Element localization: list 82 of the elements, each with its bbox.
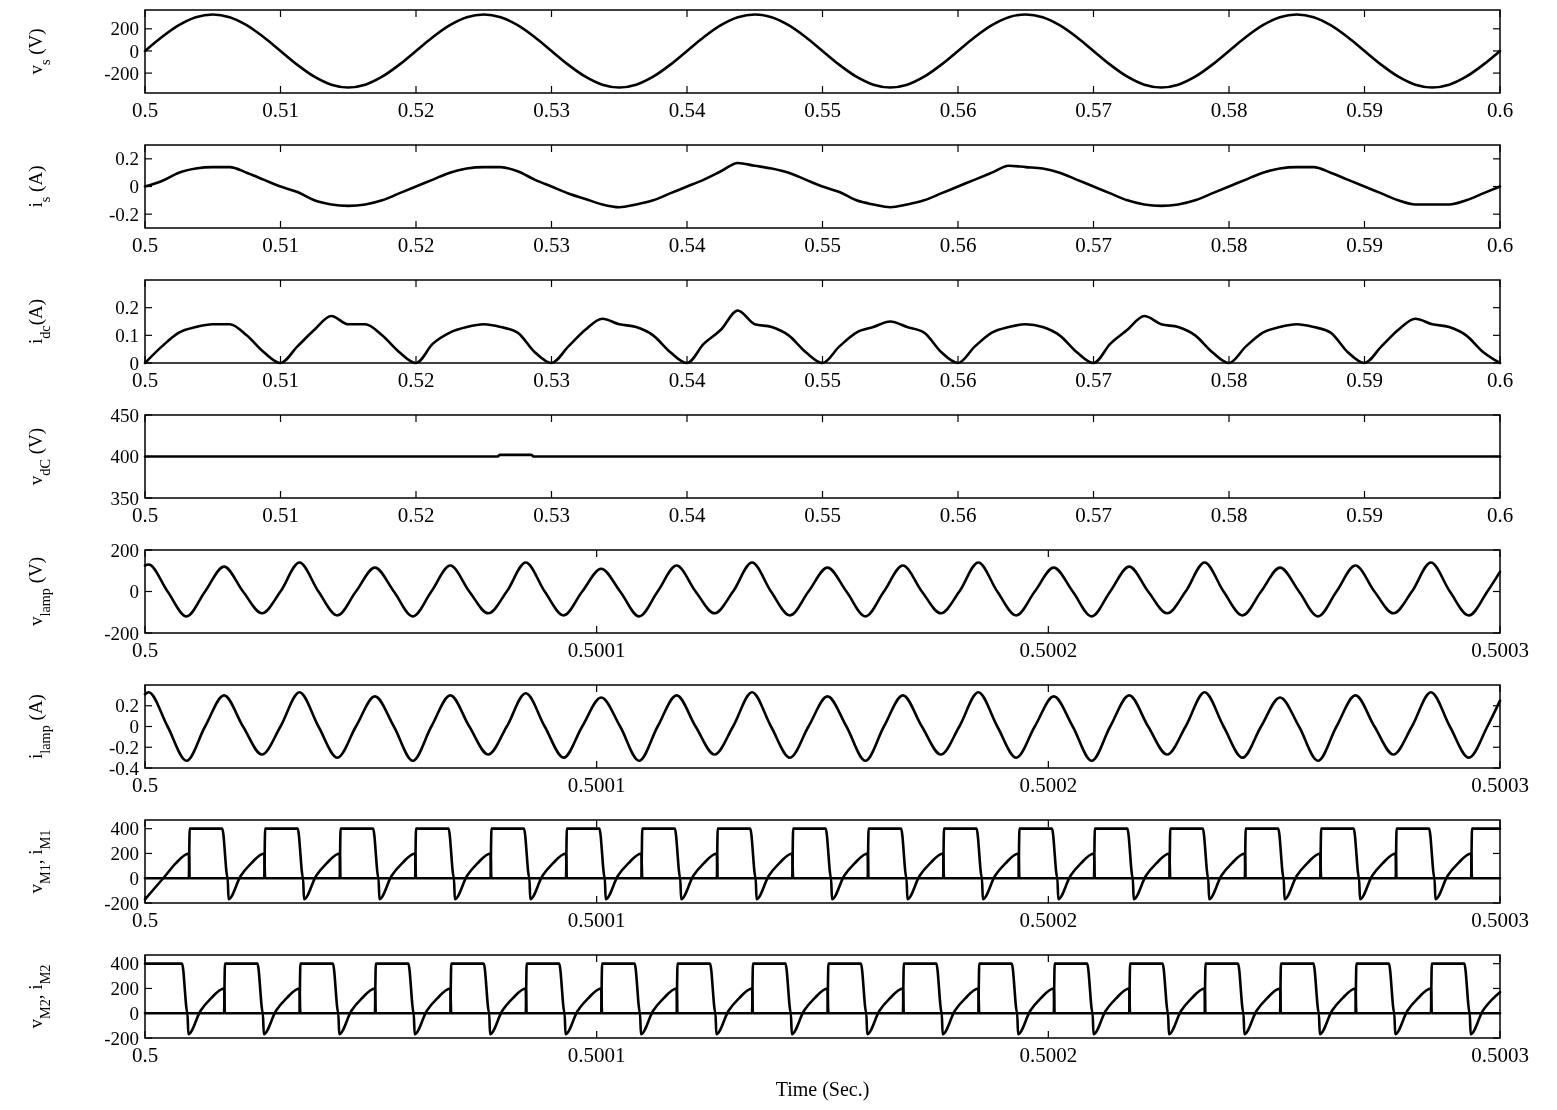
y-tick-label: 0 (129, 867, 139, 889)
x-tick-label: 0.55 (804, 368, 841, 392)
y-tick-label: 200 (110, 843, 139, 865)
x-tick-label: 0.5001 (567, 638, 626, 662)
y-tick-label: 0 (129, 716, 139, 738)
x-tick-label: 0.52 (397, 98, 435, 122)
y-tick-label: 400 (110, 953, 139, 975)
x-tick-label: 0.5002 (1019, 1043, 1078, 1067)
x-tick-label: 0.54 (668, 233, 706, 257)
x-tick-label: 0.51 (262, 233, 299, 257)
y-tick-label: 400 (110, 818, 139, 840)
x-tick-label: 0.6 (1486, 503, 1514, 527)
y-tick-label: 0.2 (115, 297, 139, 319)
x-tick-label: 0.5001 (567, 908, 626, 932)
x-tick-label: 0.5 (131, 98, 159, 122)
y-tick-label: 0 (129, 176, 139, 198)
x-tick-label: 0.58 (1210, 503, 1248, 527)
x-tick-label: 0.52 (397, 503, 435, 527)
x-tick-label: 0.6 (1486, 368, 1514, 392)
x-tick-label: 0.59 (1346, 503, 1383, 527)
x-tick-label: 0.53 (533, 503, 570, 527)
x-tick-label: 0.53 (533, 368, 570, 392)
x-tick-label: 0.55 (804, 98, 841, 122)
x-tick-label: 0.56 (939, 98, 977, 122)
x-tick-label: 0.57 (1075, 368, 1112, 392)
x-tick-label: 0.55 (804, 233, 841, 257)
x-tick-label: 0.54 (668, 98, 706, 122)
y-tick-label: -0.4 (108, 757, 140, 779)
y-tick-label: 350 (110, 487, 139, 509)
x-tick-label: 0.5001 (567, 773, 626, 797)
y-tick-label: 200 (110, 18, 139, 40)
y-tick-label: 200 (110, 978, 139, 1000)
x-tick-label: 0.5002 (1019, 638, 1078, 662)
x-tick-label: 0.56 (939, 233, 977, 257)
y-tick-label: -200 (104, 1027, 139, 1049)
x-tick-label: 0.51 (262, 368, 299, 392)
y-tick-label: 0 (129, 1002, 139, 1024)
x-axis-title: Time (Sec.) (775, 1078, 870, 1101)
x-tick-label: 0.59 (1346, 233, 1383, 257)
y-tick-label: 0.2 (115, 148, 139, 170)
y-tick-label: 0 (129, 352, 139, 374)
y-tick-label: -200 (104, 622, 139, 644)
x-tick-label: 0.59 (1346, 368, 1383, 392)
y-tick-label: 0.2 (115, 695, 139, 717)
y-tick-label: 0 (129, 40, 139, 62)
x-tick-label: 0.57 (1075, 98, 1112, 122)
x-tick-label: 0.58 (1210, 233, 1248, 257)
x-tick-label: 0.52 (397, 368, 435, 392)
y-tick-label: 450 (110, 404, 139, 426)
x-tick-label: 0.5003 (1471, 773, 1529, 797)
x-tick-label: 0.5003 (1471, 1043, 1529, 1067)
x-tick-label: 0.54 (668, 503, 706, 527)
y-tick-label: -0.2 (108, 736, 139, 758)
y-tick-label: 400 (110, 446, 139, 468)
x-tick-label: 0.59 (1346, 98, 1383, 122)
x-tick-label: 0.51 (262, 98, 299, 122)
x-tick-label: 0.6 (1486, 98, 1514, 122)
x-tick-label: 0.58 (1210, 98, 1248, 122)
x-tick-label: 0.5002 (1019, 908, 1078, 932)
x-tick-label: 0.57 (1075, 233, 1112, 257)
x-tick-label: 0.5003 (1471, 908, 1529, 932)
y-tick-label: 0.1 (115, 324, 139, 346)
y-tick-label: 200 (110, 539, 139, 561)
x-tick-label: 0.58 (1210, 368, 1248, 392)
x-tick-label: 0.57 (1075, 503, 1112, 527)
y-tick-label: -200 (104, 892, 139, 914)
y-tick-label: 0 (129, 581, 139, 603)
x-tick-label: 0.55 (804, 503, 841, 527)
y-tick-label: -200 (104, 62, 139, 84)
x-tick-label: 0.56 (939, 368, 977, 392)
x-tick-label: 0.5001 (567, 1043, 626, 1067)
x-tick-label: 0.6 (1486, 233, 1514, 257)
x-tick-label: 0.5 (131, 233, 159, 257)
x-tick-label: 0.54 (668, 368, 706, 392)
x-tick-label: 0.52 (397, 233, 435, 257)
y-tick-label: -0.2 (108, 203, 139, 225)
x-tick-label: 0.53 (533, 233, 570, 257)
x-tick-label: 0.53 (533, 98, 570, 122)
x-tick-label: 0.5002 (1019, 773, 1078, 797)
x-tick-label: 0.56 (939, 503, 977, 527)
x-tick-label: 0.51 (262, 503, 299, 527)
x-tick-label: 0.5003 (1471, 638, 1529, 662)
